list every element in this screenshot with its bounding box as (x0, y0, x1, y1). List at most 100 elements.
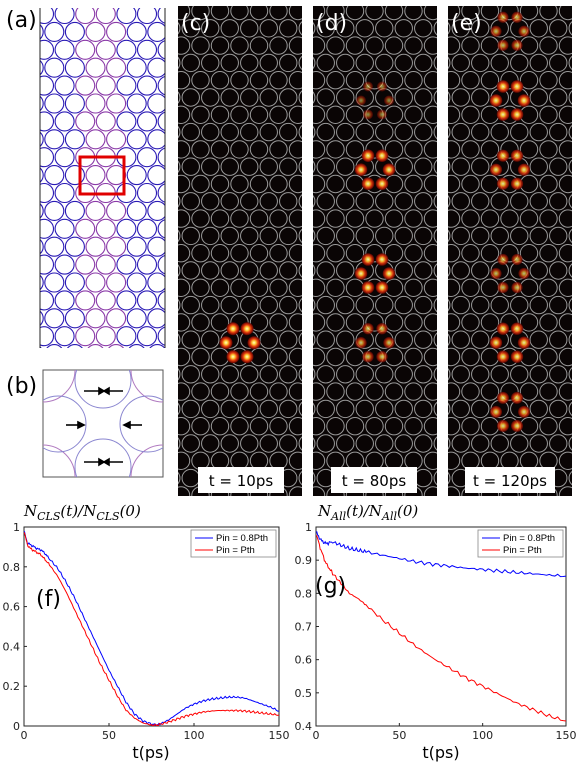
unit-cell-highlight (78, 155, 126, 196)
chart-g-title-n: N (317, 502, 332, 520)
map-ring (448, 451, 461, 470)
map-ring (191, 36, 210, 55)
lattice-ring (95, 218, 116, 239)
chart-f-title-sub2: CLS (96, 510, 120, 523)
arrowhead-right-icon (98, 457, 106, 467)
map-ring (288, 6, 302, 21)
map-ring (313, 298, 316, 312)
lattice-ring (85, 129, 106, 150)
lattice-ring (44, 236, 65, 257)
intensity-spot (226, 350, 240, 364)
y-tick-label: 0.9 (295, 554, 313, 567)
x-tick-label: 0 (313, 729, 320, 742)
map-ring (471, 365, 490, 384)
map-ring (414, 19, 433, 38)
map-ring (365, 36, 384, 55)
map-ring (414, 295, 433, 315)
map-ring (433, 228, 437, 244)
map-ring (178, 471, 181, 485)
map-ring (549, 53, 568, 73)
map-ring (181, 365, 200, 384)
map-ring (201, 53, 220, 73)
lattice-ring (136, 218, 158, 239)
y-tick-label: 0.6 (295, 654, 313, 667)
map-ring (259, 88, 278, 107)
map-ring (384, 36, 404, 55)
lattice-ring (75, 39, 96, 60)
map-ring (288, 278, 302, 297)
map-ring (153, 487, 170, 504)
map-ring (201, 226, 220, 246)
map-ring (451, 192, 470, 211)
map-ring (298, 401, 302, 417)
lattice-ring (106, 200, 127, 221)
flow-arrows (66, 386, 142, 467)
arrowhead-left-icon (102, 386, 110, 396)
map-ring (178, 486, 191, 496)
map-ring (529, 295, 548, 315)
legend-label: Pin = Pth (216, 545, 255, 556)
lattice-ring (126, 93, 147, 114)
map-ring (345, 6, 365, 21)
map-ring (345, 209, 365, 228)
lattice-ring (116, 8, 137, 25)
map-ring (313, 471, 316, 485)
map-ring (178, 209, 191, 228)
map-ring (178, 160, 181, 173)
map-ring (451, 399, 470, 419)
map-ring (181, 88, 200, 107)
map-ring (240, 122, 259, 142)
map-ring (461, 209, 480, 228)
map-ring (448, 229, 451, 243)
map-ring (451, 122, 470, 142)
map-ring (326, 347, 345, 367)
map-ring (423, 244, 437, 263)
intensity-spot (376, 350, 388, 363)
map-ring (448, 437, 451, 450)
map-ring (269, 174, 288, 194)
map-ring (191, 6, 210, 21)
map-ring (394, 88, 413, 107)
map-ring (336, 330, 355, 349)
map-ring (448, 244, 461, 263)
map-ring (240, 19, 259, 38)
lattice-ring (14, 40, 33, 59)
unit-cell-rings (43, 370, 163, 477)
map-ring (288, 140, 302, 159)
map-ring (288, 451, 302, 470)
map-ring (471, 261, 490, 280)
map-ring (539, 105, 558, 125)
map-ring (336, 399, 355, 419)
lattice-ring (157, 290, 165, 311)
lattice-ring (116, 326, 137, 347)
map-ring (230, 278, 249, 297)
intensity-spot (497, 39, 509, 51)
map-ring (394, 399, 413, 419)
y-tick-label: 0.2 (3, 680, 21, 693)
map-ring (510, 434, 529, 453)
map-ring (529, 399, 548, 419)
map-ring (298, 55, 302, 71)
lattice-ring (14, 255, 33, 274)
lattice-ring (40, 182, 55, 204)
map-ring (269, 382, 288, 401)
intensity-spot (510, 108, 524, 121)
map-ring (448, 6, 461, 21)
intensity-spot (355, 95, 367, 106)
map-ring (191, 382, 210, 401)
map-ring (384, 140, 404, 159)
lattice-ring (46, 344, 63, 348)
map-ring (568, 297, 572, 313)
map-ring (404, 209, 423, 228)
lattice-ring (85, 200, 106, 221)
map-ring (500, 71, 519, 90)
map-ring (375, 399, 394, 419)
map-ring (230, 174, 249, 194)
map-ring (461, 105, 480, 125)
map-ring (448, 313, 461, 332)
map-ring (210, 36, 230, 55)
map-ring (404, 105, 423, 125)
chart-f-xlabel: t(ps) (132, 743, 169, 762)
unit-cell-box (42, 369, 164, 478)
map-ring (365, 244, 384, 263)
